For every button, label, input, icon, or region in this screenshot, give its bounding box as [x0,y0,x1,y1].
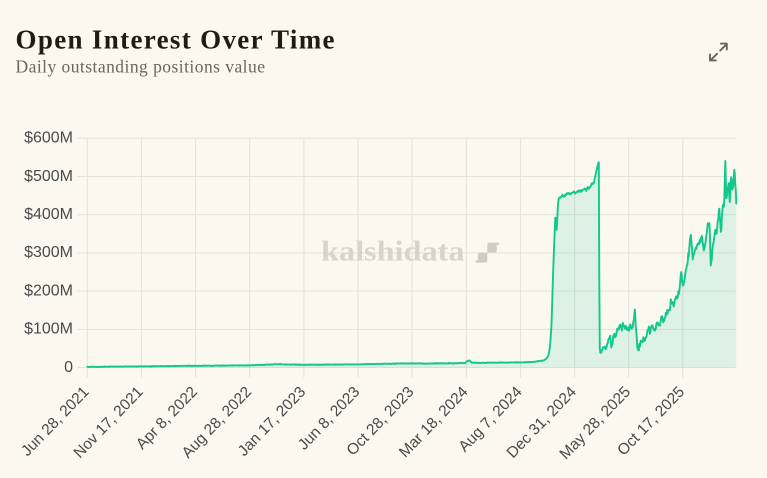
svg-text:Daily outstanding positions va: Daily outstanding positions value [16,56,266,76]
svg-text:kalshidata: kalshidata [321,236,465,267]
svg-text:$300M: $300M [24,244,73,261]
svg-text:$400M: $400M [24,206,73,223]
svg-text:$500M: $500M [24,168,73,185]
svg-text:Open Interest Over Time: Open Interest Over Time [16,24,335,54]
svg-text:0: 0 [64,359,73,376]
svg-text:$600M: $600M [24,130,73,147]
svg-text:$100M: $100M [24,321,73,338]
svg-text:$200M: $200M [24,282,73,299]
